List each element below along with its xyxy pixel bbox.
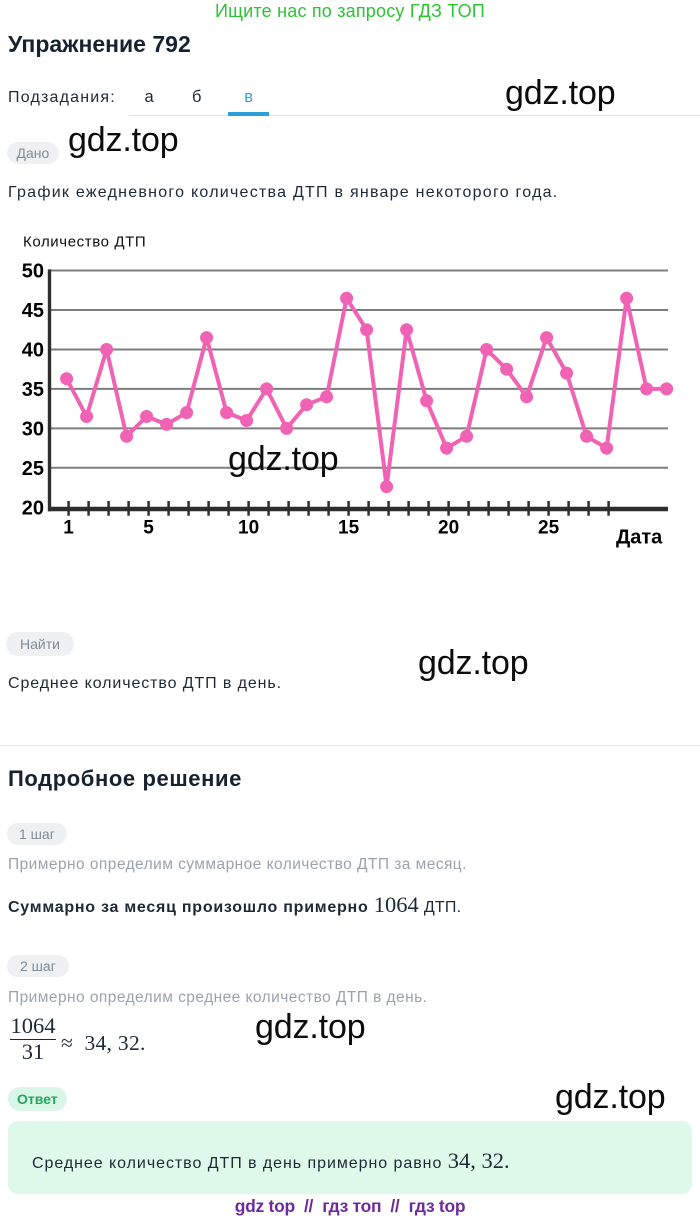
- svg-text:25: 25: [538, 518, 560, 539]
- svg-text:10: 10: [238, 518, 259, 539]
- svg-text:Дата: Дата: [616, 527, 663, 549]
- svg-text:40: 40: [22, 340, 44, 362]
- svg-text:5: 5: [143, 518, 154, 539]
- svg-text:35: 35: [22, 379, 44, 401]
- svg-text:25: 25: [22, 458, 44, 480]
- svg-text:1: 1: [63, 518, 74, 539]
- svg-text:45: 45: [22, 300, 44, 322]
- svg-text:30: 30: [22, 418, 44, 440]
- svg-text:20: 20: [438, 518, 459, 539]
- svg-text:50: 50: [22, 261, 44, 283]
- svg-text:Количество ДТП: Количество ДТП: [23, 234, 146, 251]
- svg-text:15: 15: [338, 518, 360, 539]
- svg-text:20: 20: [22, 497, 44, 519]
